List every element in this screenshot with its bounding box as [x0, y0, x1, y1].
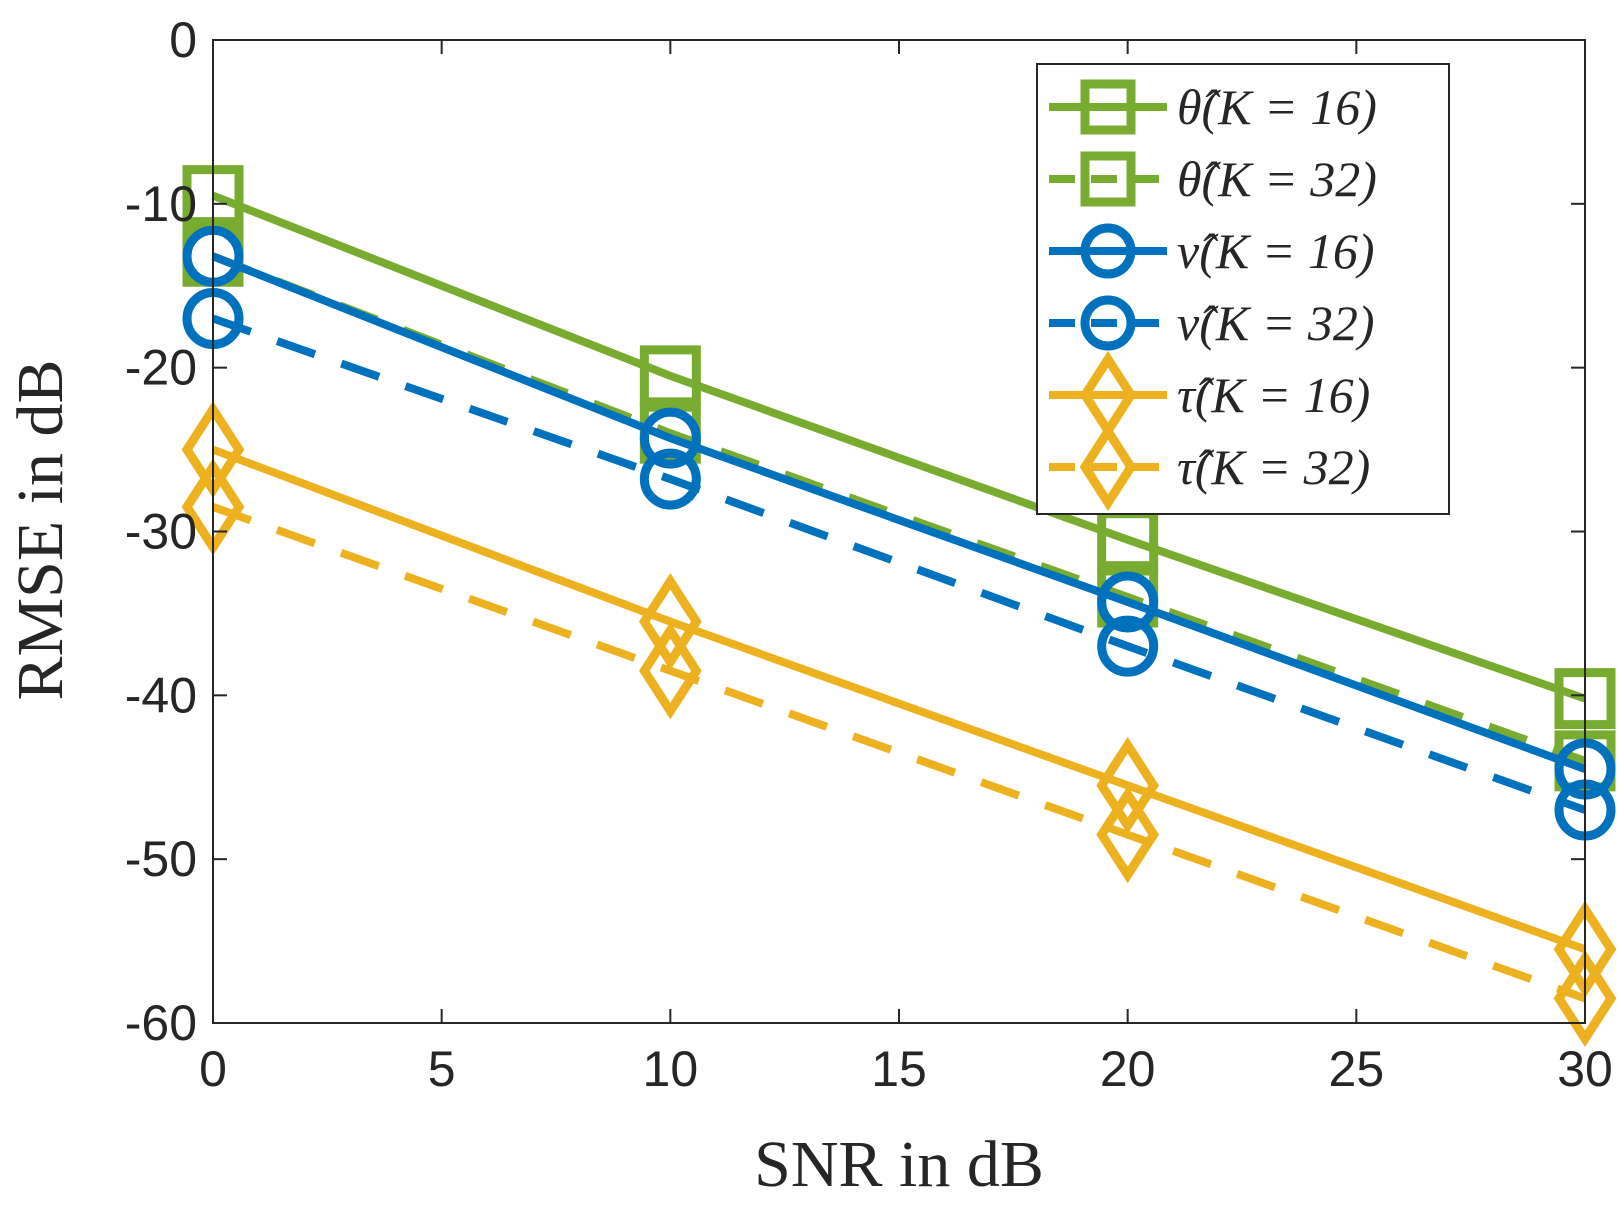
y-tick-label: -10	[125, 176, 197, 232]
data-point-5-1	[638, 622, 702, 720]
legend-marker-0	[1080, 79, 1136, 135]
legend-marker-5	[1079, 423, 1137, 511]
x-tick-label: 30	[1557, 1041, 1613, 1097]
y-tick-label: -30	[125, 504, 197, 560]
data-point-2-1	[639, 407, 701, 469]
series-line-2	[211, 252, 1587, 773]
legend-label-4: τ̂(K = 16)	[1177, 367, 1370, 423]
x-axis-label: SNR in dB	[754, 1128, 1044, 1201]
y-tick-label: 0	[169, 12, 197, 68]
y-axis-label: RMSE in dB	[4, 359, 77, 700]
x-tick-label: 0	[199, 1041, 227, 1097]
data-point-0-1	[639, 345, 701, 407]
x-tick-label: 10	[643, 1041, 699, 1097]
data-point-5-3	[1553, 949, 1617, 1048]
series-line-4	[211, 445, 1587, 954]
data-point-2-2	[1097, 571, 1159, 633]
legend-label-0: θ̂(K = 16)	[1177, 79, 1377, 135]
legend-marker-1	[1080, 151, 1136, 207]
y-tick-label: -50	[125, 831, 197, 887]
x-tick-label: 25	[1329, 1041, 1385, 1097]
x-tick-label: 20	[1100, 1041, 1156, 1097]
series-line-5	[211, 503, 1587, 1003]
legend-label-2: ν̂(K = 16)	[1177, 223, 1375, 279]
x-tick-label: 15	[871, 1041, 927, 1097]
data-point-3-2	[1097, 615, 1159, 677]
series-line-0	[211, 191, 1587, 703]
series-line-3	[211, 314, 1587, 814]
legend-label-5: τ̂(K = 32)	[1177, 439, 1370, 495]
legend-label-1: θ̂(K = 32)	[1177, 151, 1377, 207]
legend: θ̂(K = 16) θ̂(K = 32) ν̂(K = 16) ν̂(K = 32)…	[1036, 63, 1450, 515]
legend-label-3: ν̂(K = 32)	[1177, 295, 1375, 351]
y-tick-label: -60	[125, 995, 197, 1051]
axes: 0 5 10 15 20 25 30 0 -10 -20 -30 -40 -50 -60	[125, 12, 1613, 1097]
legend-marker-3	[1080, 295, 1136, 351]
data-point-4-1	[638, 573, 702, 671]
data-point-5-2	[1096, 785, 1160, 884]
x-tick-label: 5	[428, 1041, 456, 1097]
legend-marker-2	[1080, 223, 1136, 279]
data-point-4-2	[1096, 736, 1160, 835]
data-point-3-1	[639, 448, 701, 510]
y-tick-label: -20	[125, 340, 197, 396]
y-tick-label: -40	[125, 667, 197, 723]
